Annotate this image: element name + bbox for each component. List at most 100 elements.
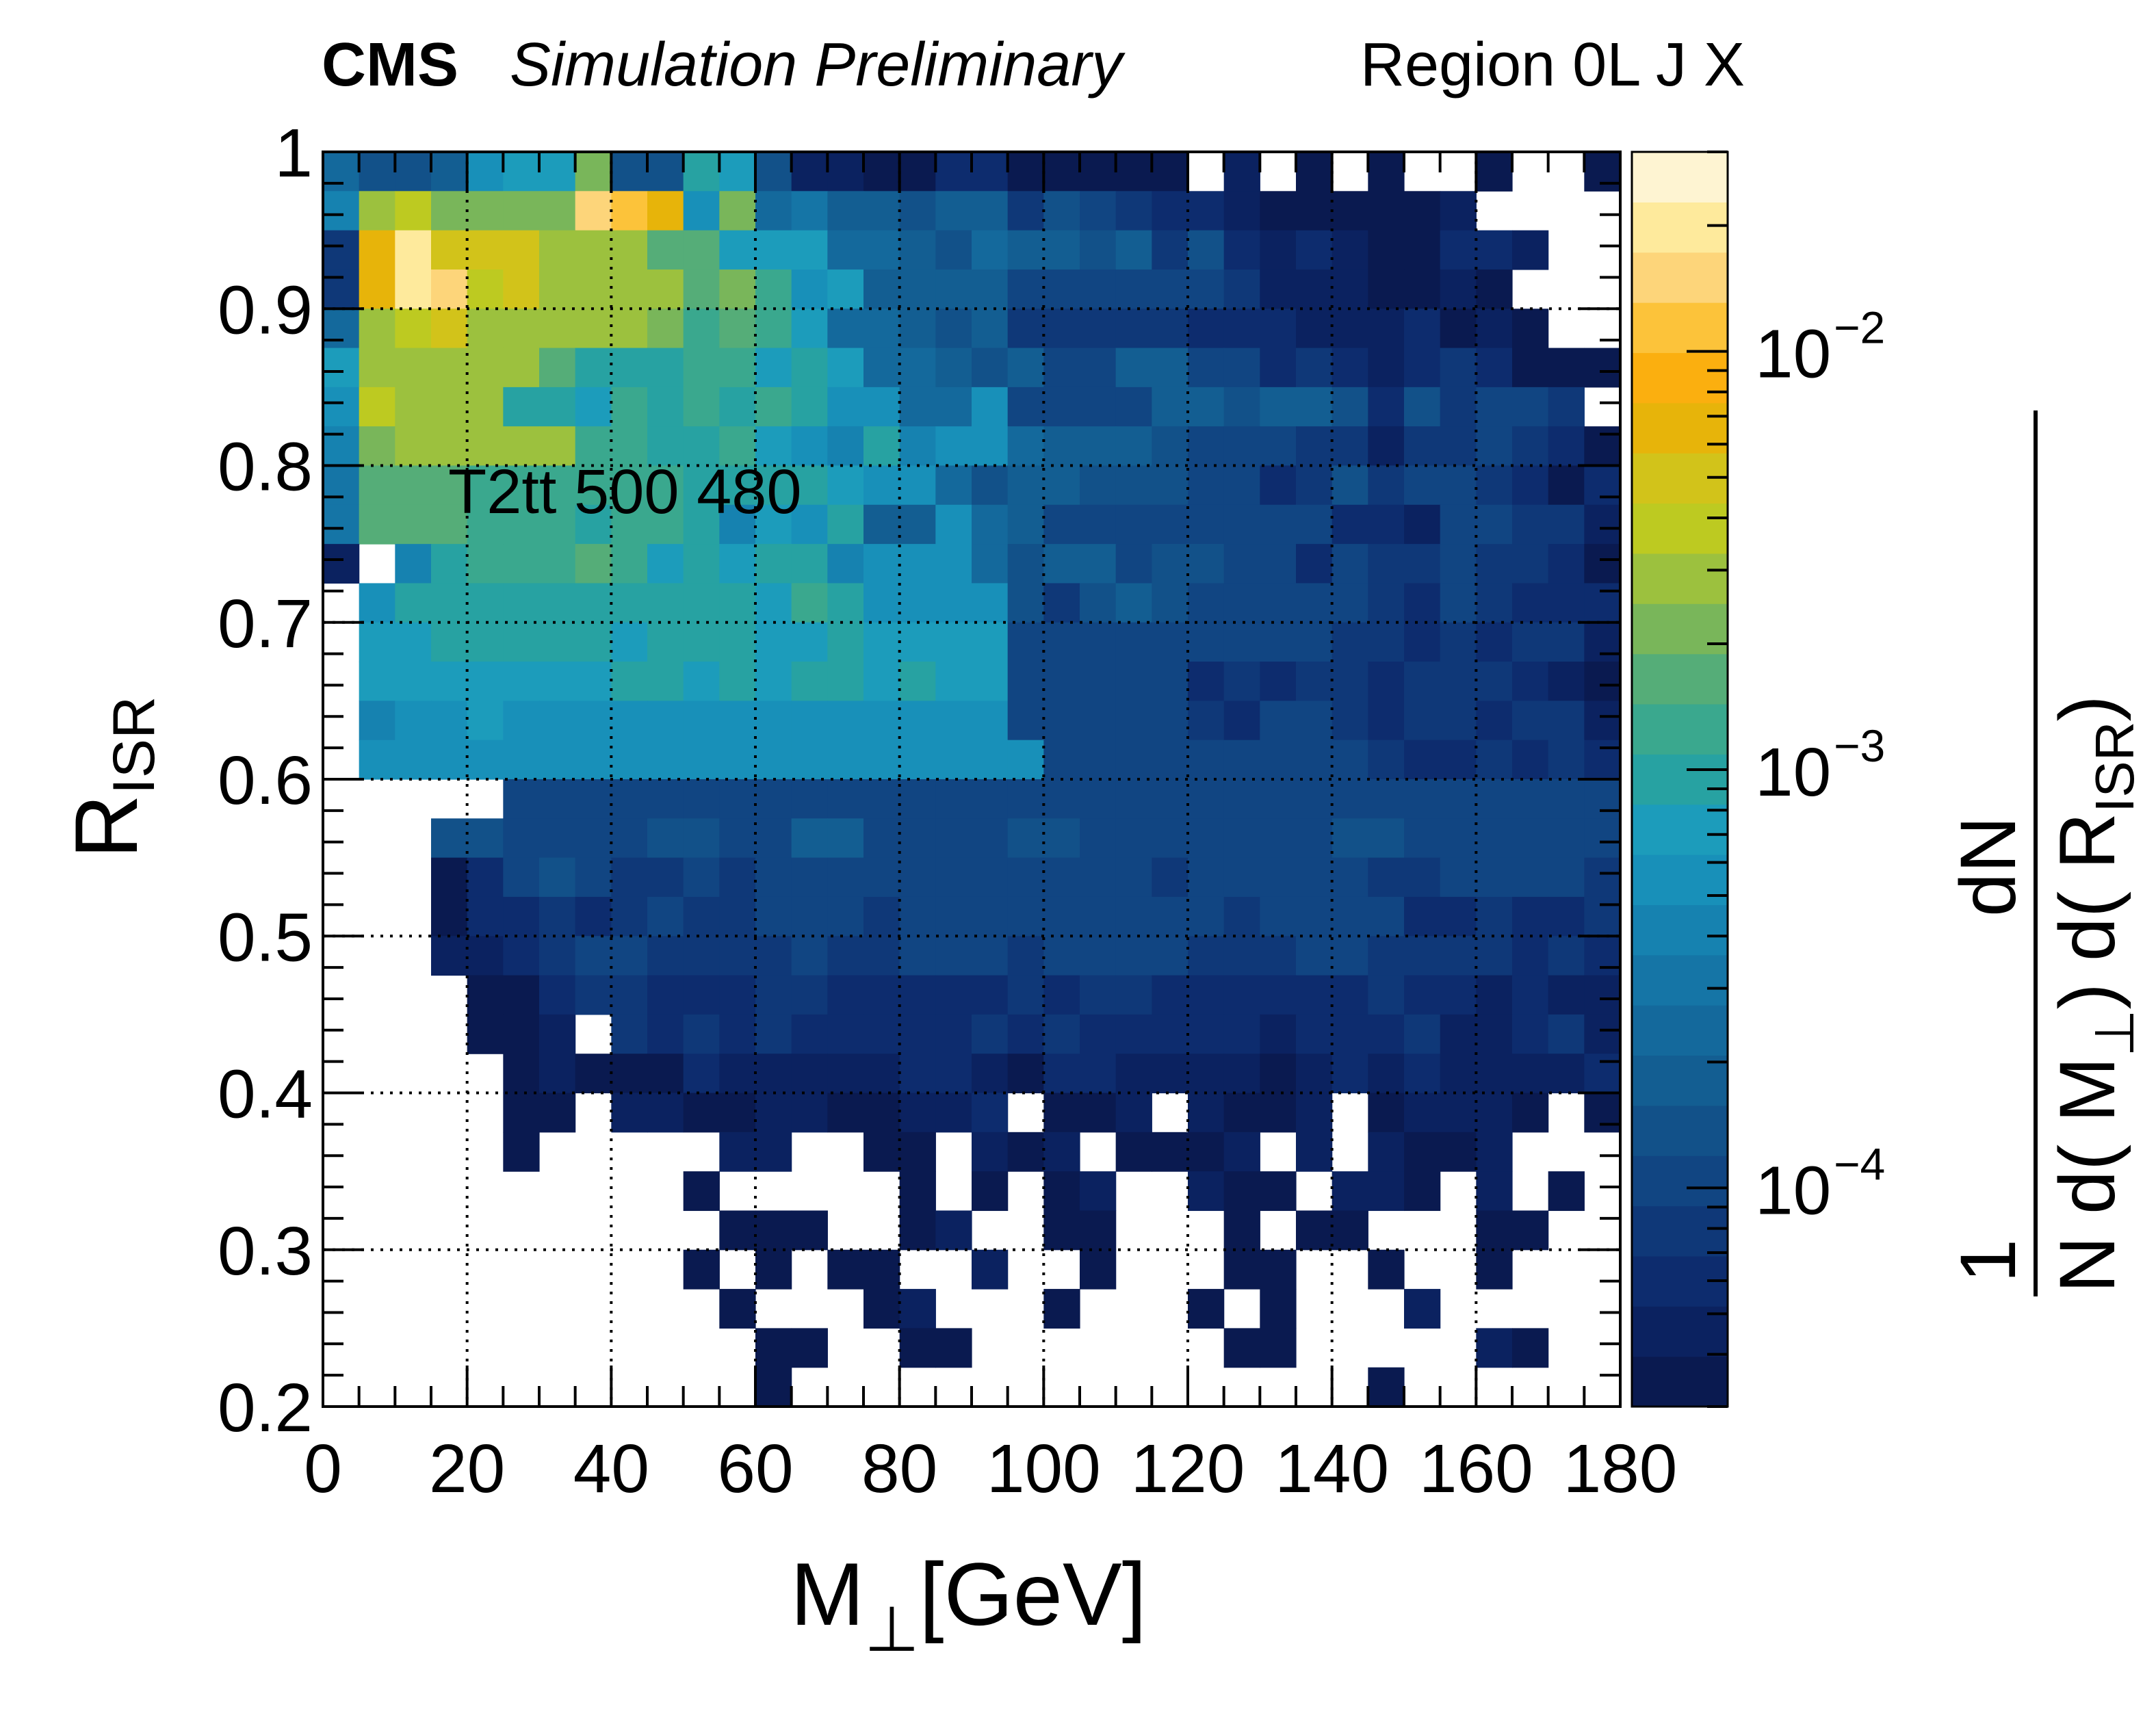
heatmap-cell: [1476, 1014, 1513, 1054]
heatmap-cell: [827, 779, 864, 819]
heatmap-cell: [1584, 779, 1621, 819]
heatmap-cell: [575, 818, 612, 859]
heatmap-cell: [1152, 779, 1189, 819]
heatmap-cell: [791, 1014, 828, 1054]
heatmap-cell: [323, 544, 360, 584]
heatmap-cell: [1512, 740, 1549, 780]
heatmap-cell: [972, 896, 1009, 937]
heatmap-cell: [863, 230, 900, 270]
heatmap-cell: [575, 936, 612, 976]
heatmap-cell: [683, 936, 720, 976]
heatmap-cell: [755, 230, 792, 270]
heatmap-cell: [1296, 230, 1333, 270]
heatmap-cell: [1296, 583, 1333, 623]
heatmap-cell: [719, 583, 756, 623]
heatmap-cell: [935, 309, 972, 349]
heatmap-cell: [467, 465, 504, 506]
heatmap-cell: [755, 818, 792, 859]
heatmap-cell: [1332, 348, 1368, 388]
heatmap-cell: [359, 504, 395, 545]
heatmap-cell: [575, 348, 612, 388]
heatmap-cell: [1440, 269, 1477, 309]
heatmap-cell: [1223, 857, 1260, 898]
color-scale-band: [1632, 1005, 1728, 1056]
heatmap-cell: [395, 387, 432, 427]
heatmap-cell: [863, 583, 900, 623]
heatmap-cell: [431, 740, 468, 780]
heatmap-cell: [935, 387, 972, 427]
heatmap-cell: [935, 662, 972, 701]
color-scale-label-exponent: −3: [1834, 720, 1885, 771]
heatmap-cell: [1007, 740, 1044, 780]
heatmap-cell: [863, 465, 900, 506]
heatmap-cell: [1440, 622, 1477, 662]
heatmap-cell: [359, 309, 395, 349]
color-scale-band: [1632, 1205, 1728, 1257]
heatmap-cell: [899, 857, 936, 898]
heatmap-cell: [791, 309, 828, 349]
heatmap-cell: [972, 857, 1009, 898]
heatmap-cell: [1223, 1249, 1260, 1290]
heatmap-cell: [1476, 504, 1513, 545]
heatmap-cell: [1115, 387, 1152, 427]
heatmap-cell: [575, 701, 612, 741]
y-tick-label: 0.9: [218, 272, 313, 348]
heatmap-cell: [1332, 544, 1368, 584]
heatmap-cell: [611, 701, 648, 741]
heatmap-cell: [719, 348, 756, 388]
heatmap-cell: [1260, 1328, 1297, 1368]
color-scale-label: 10: [1755, 734, 1831, 811]
heatmap-cell: [1115, 701, 1152, 741]
heatmap-cell: [1368, 779, 1405, 819]
heatmap-cell: [899, 465, 936, 506]
heatmap-cell: [935, 191, 972, 231]
heatmap-cell: [899, 1210, 936, 1251]
heatmap-cell: [611, 1014, 648, 1054]
heatmap-cell: [1260, 504, 1297, 545]
heatmap-cell: [719, 779, 756, 819]
heatmap-cell: [1080, 504, 1117, 545]
heatmap-cell: [647, 936, 684, 976]
heatmap-cell: [539, 662, 576, 701]
heatmap-cell: [972, 779, 1009, 819]
heatmap-cell: [1115, 936, 1152, 976]
heatmap-cell: [467, 701, 504, 741]
heatmap-cell: [719, 857, 756, 898]
heatmap-cell: [395, 622, 432, 662]
heatmap-cell: [539, 622, 576, 662]
heatmap-cell: [1080, 387, 1117, 427]
heatmap-cell: [1368, 1249, 1405, 1290]
heatmap-cell: [755, 504, 792, 545]
heatmap-cell: [1223, 1093, 1260, 1133]
x-tick-label: 140: [1275, 1431, 1389, 1507]
heatmap-cell: [899, 269, 936, 309]
heatmap-cell: [899, 896, 936, 937]
heatmap-cell: [1188, 309, 1225, 349]
heatmap-cell: [467, 857, 504, 898]
heatmap-cell: [395, 740, 432, 780]
heatmap-cell: [359, 583, 395, 623]
heatmap-cell: [1043, 504, 1080, 545]
heatmap-cell: [323, 269, 360, 309]
heatmap-cell: [1404, 544, 1441, 584]
heatmap-cell: [467, 818, 504, 859]
heatmap-cell: [719, 465, 756, 506]
heatmap-cell: [972, 348, 1009, 388]
heatmap-cell: [1332, 269, 1368, 309]
heatmap-cell: [611, 191, 648, 231]
heatmap-cell: [1296, 465, 1333, 506]
heatmap-cell: [683, 818, 720, 859]
heatmap-cell: [359, 230, 395, 270]
heatmap-cell: [1332, 387, 1368, 427]
z-title-one: 1: [1945, 1239, 2032, 1283]
heatmap-cell: [1440, 230, 1477, 270]
heatmap-cell: [683, 1054, 720, 1094]
x-tick-label: 180: [1563, 1431, 1678, 1507]
x-tick-label: 80: [861, 1431, 937, 1507]
heatmap-cell: [467, 348, 504, 388]
heatmap-cell: [1223, 1014, 1260, 1054]
heatmap-cell: [972, 1132, 1009, 1172]
heatmap-cell: [1332, 1014, 1368, 1054]
heatmap-cell: [1476, 544, 1513, 584]
heatmap-cell: [1296, 269, 1333, 309]
